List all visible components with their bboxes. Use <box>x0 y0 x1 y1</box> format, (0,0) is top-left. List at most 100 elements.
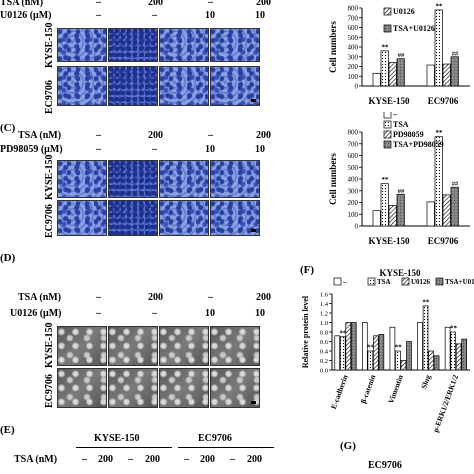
bar <box>444 326 451 371</box>
bar <box>461 338 467 371</box>
category-label: Slug <box>419 373 432 390</box>
panel-c-pd-4: 10 <box>255 144 265 155</box>
bar <box>378 334 385 371</box>
y-tick-label: 100 <box>348 211 359 219</box>
micrograph <box>210 200 260 236</box>
panel-b-tsa-label: TSA (nM) <box>0 0 44 8</box>
legend-swatch <box>383 112 392 119</box>
panel-d-u0126-2: – <box>152 308 157 319</box>
panel-e-group-ec9706: EC9706 <box>198 433 232 444</box>
micrograph <box>210 66 260 106</box>
micrograph <box>159 200 209 236</box>
micrograph <box>159 160 209 198</box>
panel-c-tsa-1: – <box>96 130 101 141</box>
y-axis-label: Relative protein level <box>301 295 310 368</box>
bar <box>450 56 459 87</box>
y-tick-label: 0.6 <box>320 339 329 346</box>
y-tick-label: 0.0 <box>320 368 328 375</box>
panel-e-tsa-3: – <box>128 454 133 465</box>
y-tick-label: 500 <box>348 164 359 172</box>
bar <box>433 355 440 371</box>
panel-b-tsa-2: 200 <box>148 0 163 8</box>
panel-e-tsa-8: 200 <box>247 454 262 465</box>
bar <box>442 194 451 227</box>
category-label: KYSE-150 <box>368 236 410 246</box>
chart-top: Cell numbers0100200300400500600700800**#… <box>328 2 470 106</box>
y-tick-label: 1.4 <box>320 301 329 308</box>
bar <box>389 326 396 371</box>
panel-d-tsa-4: 200 <box>256 292 271 303</box>
bar <box>372 72 381 87</box>
scale-bar <box>251 401 256 404</box>
legend-label: TSA+PD98059 <box>393 140 444 149</box>
legend-swatch <box>383 7 392 16</box>
panel-d-row-ec9706: EC9706 <box>44 374 55 408</box>
bar <box>362 322 368 371</box>
panel-e-tsa-1: – <box>82 454 87 465</box>
chart-f: Relative protein level 0.0 0.2 0.4 0.6 0.8 1.0… <box>301 268 474 433</box>
y-tick-label: 0.2 <box>320 358 328 365</box>
y-tick-label: 0.8 <box>320 330 328 337</box>
sig-annotation: ** <box>450 325 458 333</box>
panel-c-tsa-3: – <box>208 130 213 141</box>
sig-annotation: ** <box>436 129 444 137</box>
sig-annotation: ** <box>382 43 390 51</box>
panel-d-row-kyse150: KYSE-150 <box>44 322 55 368</box>
category-label: p-ERK1/2/ERK1/2 <box>431 373 460 433</box>
panel-b-u0126-label: U0126 (μM) <box>0 10 52 21</box>
legend-swatch <box>383 120 392 129</box>
bar <box>406 341 412 371</box>
bar <box>380 183 389 227</box>
bar <box>450 186 459 227</box>
panel-c-letter: (C) <box>0 122 16 134</box>
legend-swatch <box>333 277 342 286</box>
category-label: EC9706 <box>428 96 459 106</box>
legend-label: TSA+U0126 <box>393 24 435 33</box>
category-label: E-cadherin <box>329 373 350 411</box>
panel-e-tsa-7: – <box>230 454 235 465</box>
panel-d-tsa-2: 200 <box>148 292 163 303</box>
y-tick-label: 400 <box>348 176 359 184</box>
sig-annotation: ** <box>436 2 444 10</box>
bar <box>372 210 381 227</box>
micrograph <box>57 28 107 62</box>
y-tick-label: 1.0 <box>320 320 328 327</box>
panel-f-letter: (F) <box>300 264 315 276</box>
panel-c-tsa-2: 200 <box>148 130 163 141</box>
y-tick-label: 800 <box>348 129 359 137</box>
legend-swatch <box>401 277 410 286</box>
y-tick-label: 0.4 <box>320 349 329 356</box>
panel-b-u0126-1: – <box>96 10 101 21</box>
panel-b-row-kyse150: KYSE-150 <box>44 22 55 68</box>
scale-bar <box>251 99 256 102</box>
micrograph <box>57 368 107 408</box>
micrograph <box>159 28 209 62</box>
panel-d-u0126-3: 10 <box>205 308 215 319</box>
panel-c-pd-label: PD98059 (μM) <box>0 144 63 155</box>
panel-e-group-kyse150: KYSE-150 <box>94 433 140 444</box>
group-underline <box>76 447 172 448</box>
panel-b-u0126-4: 10 <box>255 10 265 21</box>
y-tick-label: 700 <box>348 140 359 148</box>
micrograph <box>108 66 158 106</box>
panel-b-row-ec9706: EC9706 <box>44 80 55 114</box>
y-tick-label: 800 <box>348 5 359 13</box>
y-tick-label: 200 <box>348 199 359 207</box>
micrograph <box>57 326 107 366</box>
bar <box>367 350 374 371</box>
panel-c-pd-1: – <box>96 144 101 155</box>
panel-c-pd-3: 10 <box>205 144 215 155</box>
category-label: EC9706 <box>428 236 459 246</box>
legend-label: – <box>392 112 398 119</box>
micrograph <box>108 368 158 408</box>
sig-annotation: ** <box>367 344 375 352</box>
micrograph <box>210 326 260 366</box>
y-tick-label: 1.2 <box>320 311 328 318</box>
sig-annotation: ## <box>398 52 405 59</box>
bar <box>334 335 341 371</box>
micrograph <box>108 28 158 62</box>
panel-d-u0126-4: 10 <box>255 308 265 319</box>
y-tick-label: 500 <box>348 34 359 42</box>
sig-annotation: ## <box>452 181 459 188</box>
panel-b-u0126-3: 10 <box>205 10 215 21</box>
